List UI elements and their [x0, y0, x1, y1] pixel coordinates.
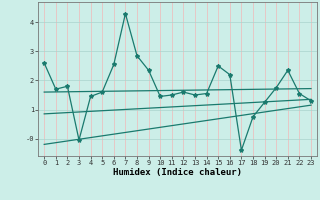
- X-axis label: Humidex (Indice chaleur): Humidex (Indice chaleur): [113, 168, 242, 177]
